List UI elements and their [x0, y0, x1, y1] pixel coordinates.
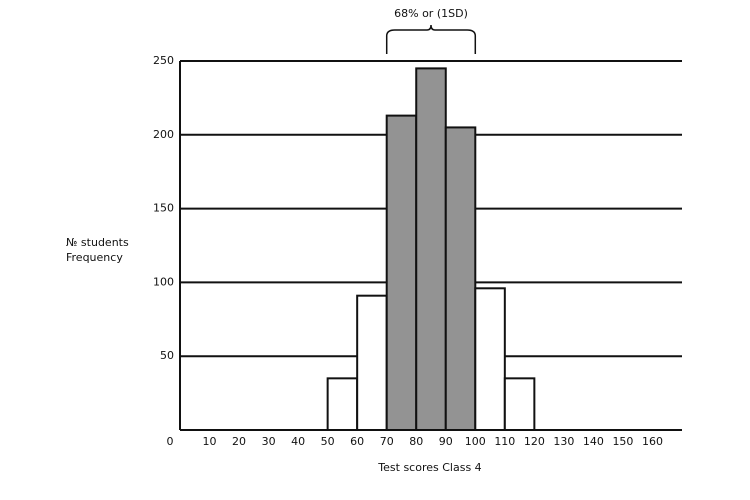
y-axis-label: Frequency [66, 251, 123, 264]
bar [385, 114, 418, 431]
x-tick-label: 110 [494, 435, 515, 448]
y-tick-label: 50 [160, 349, 174, 362]
y-axis-label: № students [66, 236, 129, 249]
bar [503, 377, 536, 431]
brace [385, 24, 477, 54]
x-tick-label: 140 [583, 435, 604, 448]
y-tick-label: 250 [153, 54, 174, 67]
x-tick-label: 130 [553, 435, 574, 448]
bar [326, 377, 359, 431]
x-tick-label: 50 [321, 435, 335, 448]
x-tick-label: 30 [262, 435, 276, 448]
x-tick-label: 20 [232, 435, 246, 448]
x-tick-label: 160 [642, 435, 663, 448]
x-tick-label: 90 [439, 435, 453, 448]
bar [474, 287, 506, 431]
x-tick-label: 80 [409, 435, 423, 448]
x-tick-label: 150 [612, 435, 633, 448]
x-tick-label: 120 [524, 435, 545, 448]
x-tick-label: 10 [203, 435, 217, 448]
x-axis-label: Test scores Class 4 [377, 461, 481, 474]
y-tick-label: 200 [153, 128, 174, 141]
bar [444, 126, 477, 431]
y-tick-label: 100 [153, 275, 174, 288]
x-tick-label: 70 [380, 435, 394, 448]
x-tick-label: 60 [350, 435, 364, 448]
x-tick-label: 100 [465, 435, 486, 448]
x-tick-label: 0 [167, 435, 174, 448]
bar [356, 294, 388, 431]
x-tick-label: 40 [291, 435, 305, 448]
annotation: 68% or (1SD) [394, 7, 468, 20]
bar [415, 67, 447, 431]
y-tick-label: 150 [153, 202, 174, 215]
